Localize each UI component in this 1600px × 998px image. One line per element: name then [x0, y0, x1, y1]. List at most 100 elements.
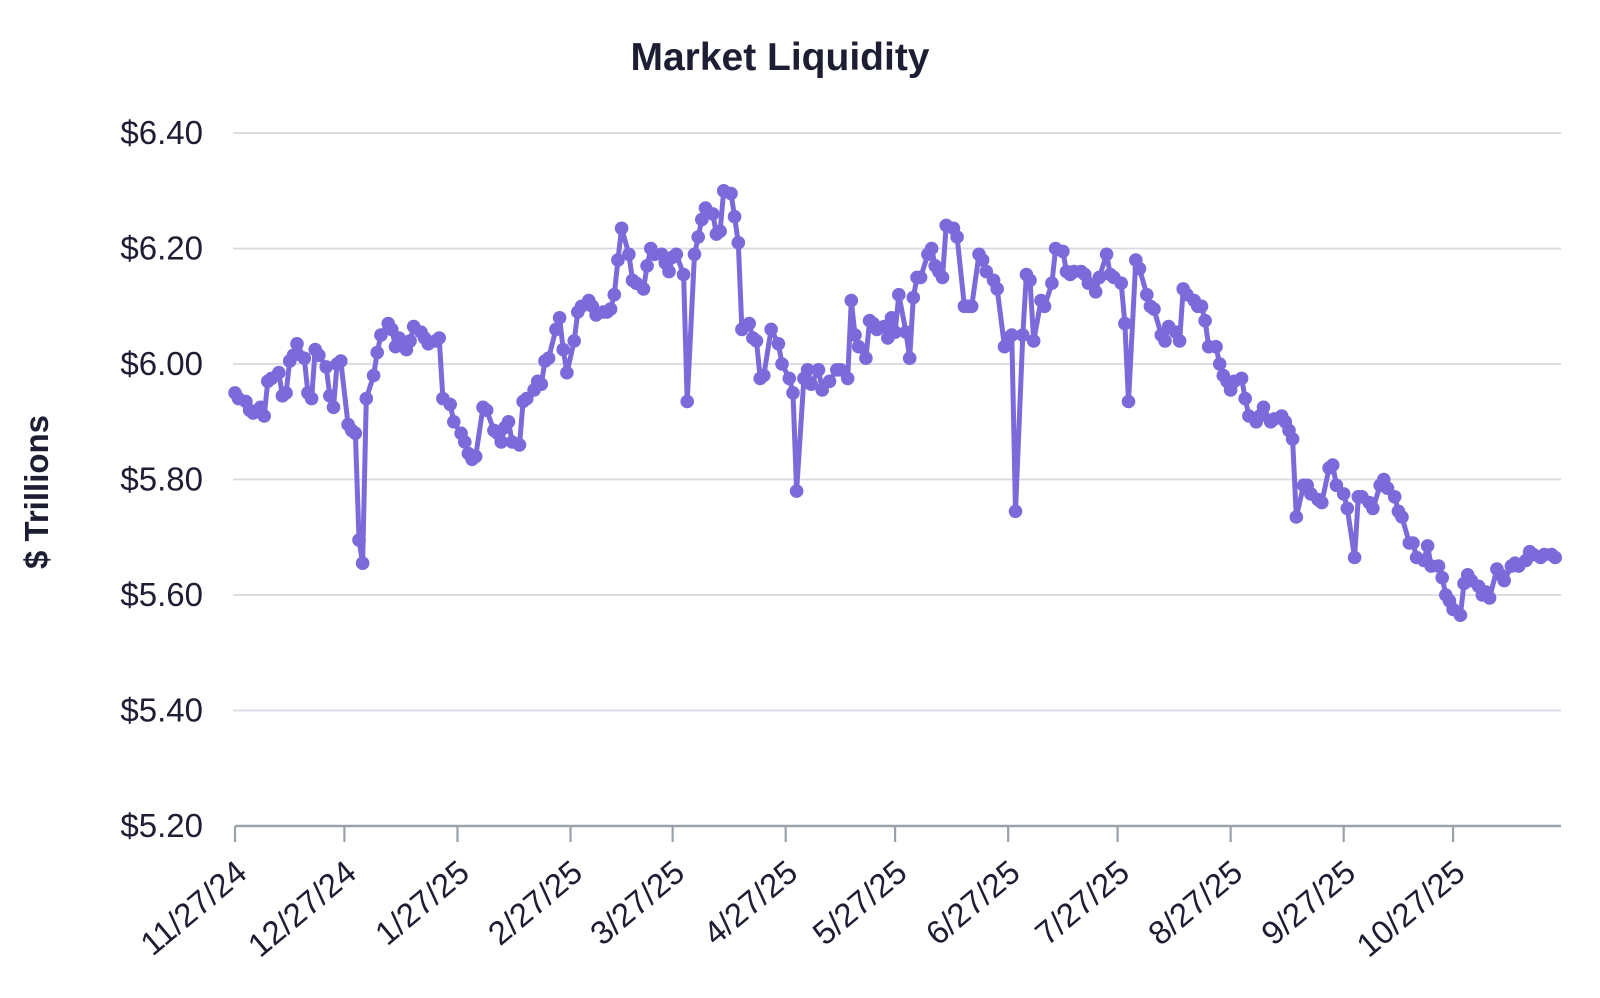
data-point-marker [1023, 273, 1037, 288]
data-point-marker [800, 363, 815, 377]
data-point-marker [272, 365, 286, 380]
data-point-marker [290, 337, 304, 351]
data-point-marker [1056, 244, 1070, 259]
data-point-marker [975, 253, 990, 267]
data-point-marker [851, 339, 866, 354]
x-tick-label: 9/27/25 [1254, 853, 1362, 952]
data-point-marker [1482, 591, 1497, 605]
data-point-marker [1406, 536, 1420, 550]
data-point-marker [1238, 391, 1252, 406]
data-point-marker [1435, 570, 1449, 585]
data-point-marker [1453, 608, 1468, 622]
data-point-marker [403, 334, 417, 348]
y-tick-label: $6.20 [120, 230, 203, 267]
data-point-marker [374, 328, 388, 342]
data-point-marker [355, 556, 370, 570]
x-tick-label: 8/27/25 [1141, 853, 1249, 952]
data-point-marker [640, 259, 654, 273]
data-point-marker [286, 348, 301, 363]
series-market-liquidity [228, 184, 1562, 622]
data-point-marker [297, 351, 312, 366]
data-point-marker [1234, 371, 1249, 386]
data-point-marker [1147, 302, 1161, 316]
data-point-marker [279, 386, 293, 400]
data-point-marker [884, 311, 899, 325]
x-tick-label: 7/27/25 [1028, 853, 1136, 952]
data-point-marker [549, 322, 563, 337]
data-point-marker [706, 207, 720, 221]
x-tick-label: 6/27/25 [919, 853, 1027, 952]
data-point-marker [560, 365, 574, 380]
y-axis-title: $ Trillions [18, 415, 55, 569]
y-tick-labels: $6.40 $6.20 $6.00 $5.80 $5.60 $5.40 $5.20 [120, 114, 203, 844]
data-point-marker [1198, 313, 1212, 328]
data-point-marker [775, 357, 789, 371]
data-point-marker [501, 415, 516, 429]
data-point-marker [902, 351, 917, 366]
y-tick-label: $6.00 [120, 345, 203, 382]
data-point-marker [724, 186, 738, 201]
data-point-marker [731, 235, 746, 250]
y-tick-label: $6.40 [120, 114, 203, 151]
data-point-marker [1045, 276, 1059, 291]
data-point-marker [458, 435, 472, 449]
data-point-marker [691, 230, 705, 244]
data-point-marker [552, 311, 567, 325]
data-point-marker [935, 270, 950, 285]
x-axis [233, 824, 1561, 842]
data-point-marker [1194, 299, 1209, 314]
data-point-marker [1366, 501, 1380, 516]
data-point-marker [859, 351, 873, 366]
y-tick-label: $5.80 [120, 461, 203, 498]
data-point-marker [1118, 316, 1132, 331]
data-point-marker [687, 247, 702, 262]
data-point-marker [1005, 328, 1019, 342]
data-point-marker [622, 247, 636, 262]
data-point-marker [1026, 334, 1041, 348]
data-point-marker [312, 348, 326, 363]
y-tick-label: $5.40 [120, 692, 203, 729]
data-point-marker [611, 253, 625, 267]
data-point-marker [348, 426, 363, 441]
data-point-marker [786, 386, 800, 400]
chart-title: Market Liquidity [630, 36, 929, 79]
data-point-marker [1336, 487, 1351, 501]
data-point-marker [1289, 510, 1304, 524]
gridlines [233, 132, 1561, 712]
data-point-marker [1212, 357, 1227, 371]
data-point-marker [494, 435, 509, 449]
x-tick-label: 11/27/24 [133, 853, 253, 962]
data-point-marker [680, 394, 694, 409]
data-point-marker [1340, 501, 1355, 516]
data-point-marker [1140, 287, 1154, 302]
data-point-marker [1497, 573, 1511, 588]
data-point-marker [636, 282, 651, 296]
data-point-marker [1099, 247, 1114, 262]
data-point-marker [607, 287, 622, 302]
data-point-marker [352, 533, 366, 547]
data-point-marker [950, 230, 964, 244]
data-point-marker [257, 409, 272, 423]
data-point-marker [541, 351, 556, 366]
data-point-marker [749, 334, 764, 348]
data-point-marker [1209, 339, 1223, 354]
data-point-marker [1420, 539, 1435, 553]
data-point-marker [447, 415, 461, 429]
data-point-marker [1172, 334, 1187, 348]
x-tick-label: 12/27/24 [241, 853, 363, 964]
data-point-marker [479, 403, 494, 418]
data-point-marker [326, 400, 341, 415]
data-point-marker [1121, 394, 1136, 409]
data-point-marker [1325, 458, 1340, 472]
y-tick-label: $5.60 [120, 576, 203, 613]
data-point-marker [848, 328, 862, 342]
data-point-marker [603, 302, 618, 316]
data-point-marker [1008, 504, 1023, 519]
data-point-marker [662, 264, 676, 279]
data-point-marker [1088, 285, 1103, 299]
x-tick-label: 1/27/25 [368, 853, 476, 952]
data-point-marker [771, 337, 786, 351]
data-point-marker [906, 290, 921, 305]
